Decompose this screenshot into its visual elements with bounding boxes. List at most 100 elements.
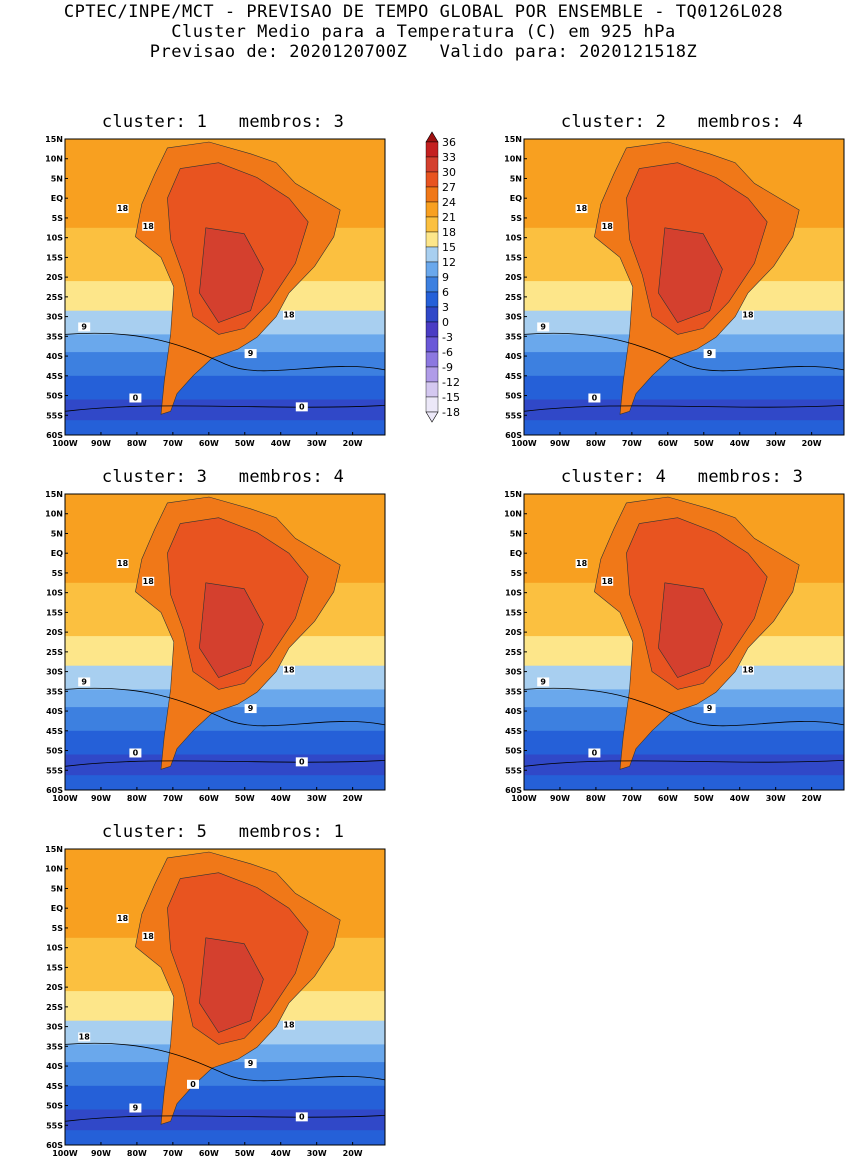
contour-label: 0 (299, 1112, 305, 1121)
panel-title-cluster-2: cluster: 2 membros: 4 (560, 112, 804, 132)
lon-tick-label: 100W (52, 794, 78, 803)
lat-tick-label: EQ (51, 549, 63, 558)
colorbar-label: -6 (442, 346, 453, 359)
contour-label: 18 (283, 1021, 295, 1030)
colorbar-label: -3 (442, 331, 453, 344)
contour-label-box (283, 310, 295, 320)
temperature-band (65, 775, 385, 791)
contour-label-box (116, 559, 129, 569)
lat-tick-label: 10S (505, 589, 522, 598)
temperature-region (658, 227, 723, 323)
lat-tick-label: 15N (45, 135, 63, 144)
lon-tick-label: 70W (622, 439, 642, 448)
lat-tick-label: EQ (510, 194, 522, 203)
contour-label-box (244, 1059, 257, 1069)
temperature-band (524, 399, 844, 421)
lon-tick-label: 20W (343, 439, 363, 448)
contour-label: 18 (117, 204, 129, 213)
temperature-band (524, 775, 844, 791)
contour-label: 0 (190, 1080, 196, 1089)
colorbar-swatch (425, 291, 439, 308)
lat-tick-label: 15S (505, 253, 522, 262)
contour-label-box (244, 349, 257, 359)
contour-label-box (295, 402, 308, 412)
contour-label: 18 (602, 222, 614, 231)
colorbar-label: 3 (442, 301, 449, 314)
lat-tick-label: 10S (46, 944, 63, 953)
lat-tick-label: 30S (46, 1023, 63, 1032)
contour-label: 9 (248, 1059, 254, 1068)
colorbar-label: 6 (442, 286, 449, 299)
contour-label: 18 (742, 311, 754, 320)
colorbar-label: -9 (442, 361, 453, 374)
contour-label-box (601, 221, 614, 231)
contour-label-box (142, 221, 155, 231)
lat-tick-label: EQ (51, 904, 63, 913)
contour-label: 18 (283, 311, 295, 320)
colorbar-arrow-top (425, 131, 439, 143)
contour-label: 9 (540, 677, 546, 686)
lon-tick-label: 60W (199, 439, 219, 448)
contour-label-box (283, 1020, 295, 1030)
lat-tick-label: 45S (505, 372, 522, 381)
contour-label-box (601, 576, 614, 586)
contour-label-box (283, 665, 295, 675)
contour-label-box (742, 310, 754, 320)
lat-tick-label: 10N (45, 865, 63, 874)
lon-tick-label: 90W (91, 439, 111, 448)
lon-tick-label: 20W (343, 794, 363, 803)
colorbar-swatch (425, 336, 439, 353)
lon-tick-label: 80W (127, 794, 147, 803)
lon-tick-label: 70W (622, 794, 642, 803)
contour-line (64, 1042, 386, 1082)
colorbar-label: 18 (442, 226, 456, 239)
temperature-band (524, 420, 844, 436)
lat-tick-label: 60S (46, 786, 63, 795)
contour-label-box (116, 204, 129, 214)
contour-label-box (78, 322, 91, 332)
lat-tick-label: 15N (504, 490, 522, 499)
lat-tick-label: 35S (46, 1042, 63, 1051)
colorbar-label: 21 (442, 211, 456, 224)
temperature-band (65, 375, 385, 400)
lon-tick-label: 90W (550, 439, 570, 448)
contour-line (64, 1115, 386, 1122)
lat-tick-label: 25S (505, 648, 522, 657)
lat-tick-label: 25S (505, 293, 522, 302)
lat-tick-label: 10N (45, 155, 63, 164)
lat-tick-label: EQ (510, 549, 522, 558)
contour-label: 0 (299, 402, 305, 411)
map-frame (64, 493, 386, 791)
lon-tick-label: 100W (52, 1149, 78, 1158)
temperature-region (658, 582, 723, 678)
colorbar-arrow-bottom (425, 411, 439, 423)
colorbar-swatch (425, 141, 439, 158)
lon-tick-label: 70W (163, 794, 183, 803)
temperature-band (65, 399, 385, 421)
contour-label: 18 (602, 577, 614, 586)
lat-tick-label: 45S (46, 727, 63, 736)
lat-tick-label: 45S (505, 727, 522, 736)
contour-line (523, 332, 845, 372)
lon-tick-label: 60W (658, 439, 678, 448)
colorbar-label: 12 (442, 256, 456, 269)
contour-label: 18 (742, 666, 754, 675)
lon-tick-label: 30W (766, 439, 786, 448)
lat-tick-label: 40S (505, 707, 522, 716)
contour-label-box (142, 576, 155, 586)
lat-tick-label: 60S (46, 1141, 63, 1150)
lat-tick-label: 30S (505, 313, 522, 322)
lon-tick-label: 70W (163, 1149, 183, 1158)
contour-label-box (295, 1112, 308, 1122)
lat-tick-label: 15S (46, 963, 63, 972)
contour-line (64, 687, 386, 727)
lat-tick-label: 20S (505, 628, 522, 637)
contour-label-box (142, 931, 155, 941)
lat-tick-label: 10S (505, 234, 522, 243)
lat-tick-label: 55S (46, 1121, 63, 1130)
temperature-region (199, 227, 264, 323)
main-title: CPTEC/INPE/MCT - PREVISAO DE TEMPO GLOBA… (63, 2, 784, 22)
lat-tick-label: 55S (46, 411, 63, 420)
lat-tick-label: 35S (505, 687, 522, 696)
